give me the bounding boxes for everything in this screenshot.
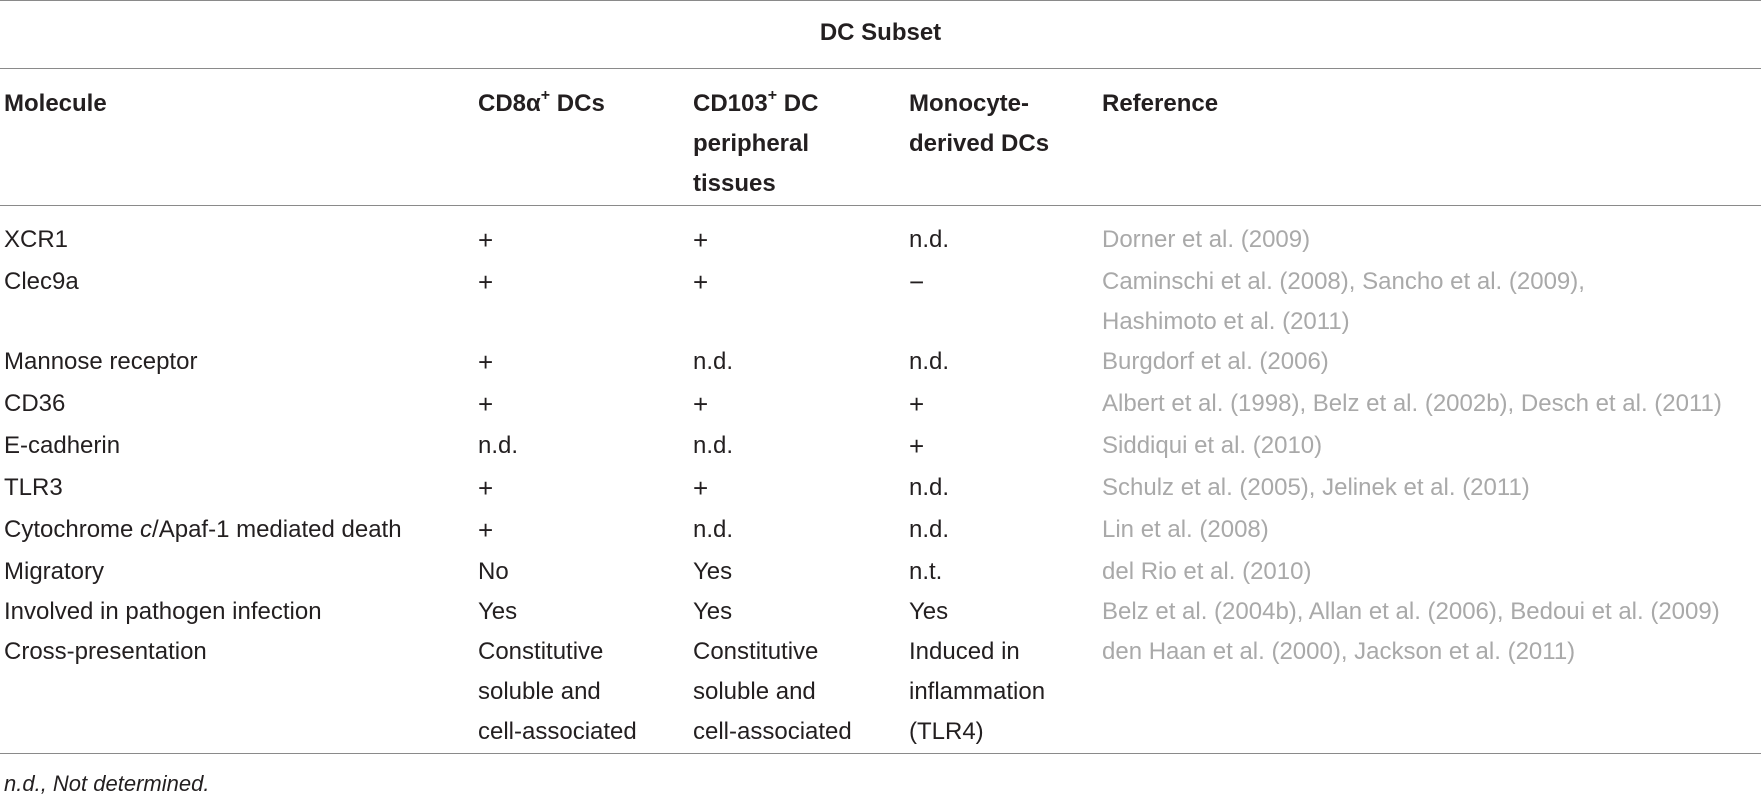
cd8-tail: DCs: [550, 90, 605, 117]
cell-cd103: n.d.: [693, 516, 734, 543]
table-row: Cross-presentation Constitutive soluble a…: [4, 632, 1761, 764]
header-bottom-rule: [0, 205, 1761, 206]
cell-cd103: +: [693, 473, 709, 503]
top-rule: [0, 0, 1761, 1]
cell-cd103: Yes: [693, 558, 733, 585]
cell-cd8: +: [478, 389, 494, 419]
cell-reference: Dorner et al. (2009): [1102, 226, 1311, 253]
cell-cd8: +: [478, 473, 494, 503]
col-header-molecule: Molecule: [4, 90, 107, 117]
cell-molecule: TLR3: [4, 474, 63, 501]
cell-reference: Lin et al. (2008): [1102, 516, 1269, 543]
table-row: XCR1 + + n.d. Dorner et al. (2009): [4, 204, 1761, 262]
cell-cd8: +: [478, 267, 494, 297]
cd8-sup: +: [540, 87, 551, 104]
cell-cd8: n.d.: [478, 432, 519, 459]
data-table: Molecule CD8α+ DCs CD103+ DC peripheral …: [4, 80, 1761, 764]
cell-reference: del Rio et al. (2010): [1102, 558, 1312, 585]
table-row: Mannose receptor + n.d. n.d. Burgdorf et…: [4, 342, 1761, 384]
table-row: Clec9a + + − Caminschi et al. (2008), Sa…: [4, 262, 1761, 342]
cell-reference: Burgdorf et al. (2006): [1102, 348, 1329, 375]
subheader-rule: [0, 68, 1761, 69]
cell-monocyte: −: [909, 267, 925, 297]
header-row: Molecule CD8α+ DCs CD103+ DC peripheral …: [4, 80, 1761, 204]
cell-cd103: +: [693, 225, 709, 255]
cell-molecule: Cross-presentation: [4, 638, 207, 665]
cell-molecule: Involved in pathogen infection: [4, 598, 322, 625]
cell-monocyte: n.d.: [909, 226, 950, 253]
cell-cd8: Constitutive soluble and cell-associated: [478, 638, 637, 745]
cell-reference: Siddiqui et al. (2010): [1102, 432, 1323, 459]
table-row: Involved in pathogen infection Yes Yes Y…: [4, 592, 1761, 632]
cell-cd8: No: [478, 558, 509, 585]
cell-monocyte: n.d.: [909, 474, 950, 501]
table-row: E-cadherin n.d. n.d. + Siddiqui et al. (…: [4, 426, 1761, 468]
footnote: n.d., Not determined.: [4, 771, 210, 796]
cell-cd103: Constitutive soluble and cell-associated: [693, 638, 852, 745]
cell-reference: Caminschi et al. (2008), Sancho et al. (…: [1102, 268, 1585, 335]
cell-cd8: Yes: [478, 598, 518, 625]
cell-molecule: Migratory: [4, 558, 105, 585]
cell-monocyte: +: [909, 431, 925, 461]
cell-reference: den Haan et al. (2000), Jackson et al. (…: [1102, 638, 1576, 665]
cell-molecule: Cytochrome c/Apaf-1 mediated death: [4, 516, 402, 543]
col-header-cd103: CD103+ DC peripheral tissues: [693, 80, 909, 204]
cell-reference: Schulz et al. (2005), Jelinek et al. (20…: [1102, 474, 1530, 501]
cell-molecule: E-cadherin: [4, 432, 121, 459]
cell-molecule: XCR1: [4, 226, 69, 253]
cell-molecule: Mannose receptor: [4, 348, 198, 375]
cell-cd8: +: [478, 347, 494, 377]
cell-cd8: +: [478, 515, 494, 545]
table-row: Migratory No Yes n.t. del Rio et al. (20…: [4, 552, 1761, 592]
cd103-sup: +: [767, 87, 778, 104]
cell-cd103: +: [693, 389, 709, 419]
col-header-monocyte: Monocyte-derived DCs: [909, 90, 1050, 157]
cell-cd103: +: [693, 267, 709, 297]
table-row: CD36 + + + Albert et al. (1998), Belz et…: [4, 384, 1761, 426]
cell-monocyte: n.t.: [909, 558, 943, 585]
cell-reference: Belz et al. (2004b), Allan et al. (2006)…: [1102, 598, 1720, 625]
cell-cd103: Yes: [693, 598, 733, 625]
cell-cd103: n.d.: [693, 348, 734, 375]
cell-molecule: CD36: [4, 390, 66, 417]
cell-molecule: Clec9a: [4, 268, 79, 295]
cd8-label: CD8α: [478, 90, 541, 117]
cell-monocyte: +: [909, 389, 925, 419]
cell-reference: Albert et al. (1998), Belz et al. (2002b…: [1102, 390, 1722, 417]
cell-monocyte: Induced in inflammation (TLR4): [909, 638, 1046, 745]
cell-cd8: +: [478, 225, 494, 255]
cell-monocyte: n.d.: [909, 348, 950, 375]
col-header-cd8: CD8α+ DCs: [478, 80, 693, 204]
table-bottom-rule: [0, 753, 1761, 754]
cell-monocyte: Yes: [909, 598, 949, 625]
table-row: TLR3 + + n.d. Schulz et al. (2005), Jeli…: [4, 468, 1761, 510]
group-header: DC Subset: [819, 19, 942, 46]
cell-cd103: n.d.: [693, 432, 734, 459]
col-header-reference: Reference: [1102, 90, 1219, 117]
table-row: Cytochrome c/Apaf-1 mediated death + n.d…: [4, 510, 1761, 552]
cd103-tail: DC peripheral tissues: [693, 90, 819, 197]
cell-monocyte: n.d.: [909, 516, 950, 543]
cd103-label: CD103: [693, 90, 768, 117]
